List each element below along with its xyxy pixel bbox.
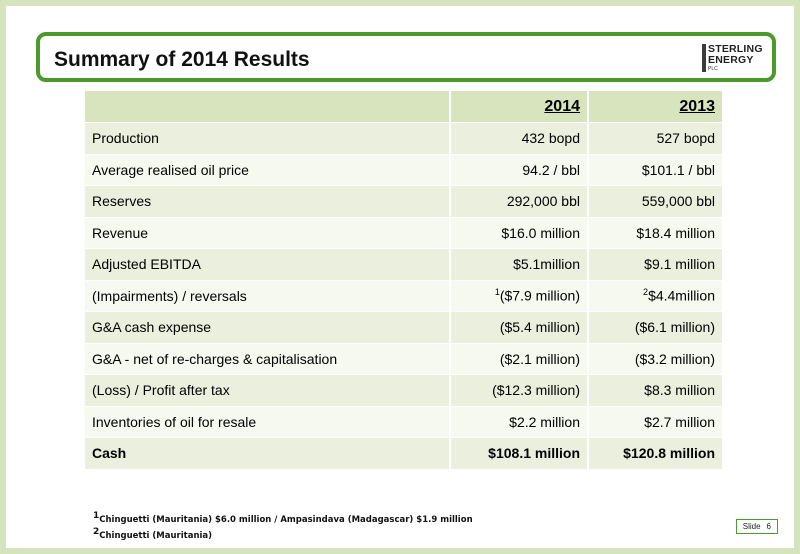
- table-row: G&A - net of re-charges & capitalisation…: [85, 343, 722, 375]
- logo-bar-icon: [702, 44, 706, 72]
- row-label: Cash: [85, 437, 451, 469]
- table-row-total: Cash $108.1 million $120.8 million: [85, 437, 722, 469]
- table-row: Inventories of oil for resale $2.2 milli…: [85, 406, 722, 438]
- row-label: Production: [85, 122, 451, 154]
- value-2014: $108.1 million: [450, 437, 589, 469]
- value-2014: $16.0 million: [450, 217, 589, 249]
- row-label: Adjusted EBITDA: [85, 248, 451, 280]
- header-2014: 2014: [450, 91, 589, 123]
- table-row: Production 432 bopd 527 bopd: [85, 122, 722, 154]
- header-2013: 2013: [588, 91, 722, 123]
- value-2013: 559,000 bbl: [588, 185, 722, 217]
- value-2014: 292,000 bbl: [450, 185, 589, 217]
- title-box: Summary of 2014 Results STERLING ENERGY …: [36, 32, 776, 82]
- row-label: Reserves: [85, 185, 451, 217]
- footnote-1: 1Chinguetti (Mauritania) $6.0 million / …: [93, 510, 473, 526]
- table-row: Reserves 292,000 bbl 559,000 bbl: [85, 185, 722, 217]
- row-label: Average realised oil price: [85, 154, 451, 186]
- row-label: G&A - net of re-charges & capitalisation: [85, 343, 451, 375]
- footnotes: 1Chinguetti (Mauritania) $6.0 million / …: [93, 510, 473, 542]
- footnote-marker: 1: [494, 287, 500, 298]
- footnote-marker: 2: [643, 287, 649, 298]
- value-2013: $2.7 million: [588, 406, 722, 438]
- row-label: (Impairments) / reversals: [85, 280, 451, 312]
- footnote-2-text: Chinguetti (Mauritania): [99, 530, 213, 541]
- footnote-1-text: Chinguetti (Mauritania) $6.0 million / A…: [99, 514, 473, 525]
- row-label: G&A cash expense: [85, 311, 451, 343]
- value-2014: ($2.1 million): [450, 343, 589, 375]
- value-2014-cell: 1($7.9 million): [450, 280, 589, 312]
- value-2014: ($12.3 million): [450, 374, 589, 406]
- header-label-cell: [85, 91, 451, 123]
- table-header-row: 2014 2013: [85, 91, 722, 123]
- value-2013-cell: 2$4.4million: [588, 280, 722, 312]
- logo-line-2: ENERGY: [708, 54, 754, 66]
- footnote-1-marker: 1: [93, 511, 100, 521]
- slide-number-badge: Slide 6: [735, 519, 778, 534]
- slide-number: 6: [766, 522, 771, 531]
- logo-line-1: STERLING: [708, 43, 763, 55]
- table-row: (Loss) / Profit after tax ($12.3 million…: [85, 374, 722, 406]
- value-2013: 527 bopd: [588, 122, 722, 154]
- table-row: (Impairments) / reversals 1($7.9 million…: [85, 280, 722, 312]
- company-logo: STERLING ENERGY PLC: [702, 42, 763, 76]
- value-2014: 94.2 / bbl: [450, 154, 589, 186]
- row-label: Revenue: [85, 217, 451, 249]
- page-title: Summary of 2014 Results: [54, 48, 310, 71]
- table-row: Adjusted EBITDA $5.1million $9.1 million: [85, 248, 722, 280]
- value-2014: $2.2 million: [450, 406, 589, 438]
- row-label: (Loss) / Profit after tax: [85, 374, 451, 406]
- table-row: Average realised oil price 94.2 / bbl $1…: [85, 154, 722, 186]
- table-row: Revenue $16.0 million $18.4 million: [85, 217, 722, 249]
- value-2013: ($6.1 million): [588, 311, 722, 343]
- slide-label: Slide: [742, 522, 761, 531]
- header-2014-text: 2014: [544, 97, 580, 115]
- value-2013: $4.4million: [648, 288, 715, 305]
- value-2013: $101.1 / bbl: [588, 154, 722, 186]
- value-2013: $120.8 million: [588, 437, 722, 469]
- row-label: Inventories of oil for resale: [85, 406, 451, 438]
- results-table: 2014 2013 Production 432 bopd 527 bopd A…: [85, 91, 722, 470]
- table-row: G&A cash expense ($5.4 million) ($6.1 mi…: [85, 311, 722, 343]
- value-2014: ($5.4 million): [450, 311, 589, 343]
- value-2013: $9.1 million: [588, 248, 722, 280]
- logo-line-3: PLC: [708, 66, 718, 72]
- value-2014: $5.1million: [450, 248, 589, 280]
- value-2014: 432 bopd: [450, 122, 589, 154]
- footnote-2: 2Chinguetti (Mauritania): [93, 526, 473, 542]
- value-2013: ($3.2 million): [588, 343, 722, 375]
- value-2014: ($7.9 million): [499, 288, 580, 305]
- footnote-2-marker: 2: [93, 526, 100, 537]
- header-2013-text: 2013: [679, 97, 715, 115]
- value-2013: $8.3 million: [588, 374, 722, 406]
- value-2013: $18.4 million: [588, 217, 722, 249]
